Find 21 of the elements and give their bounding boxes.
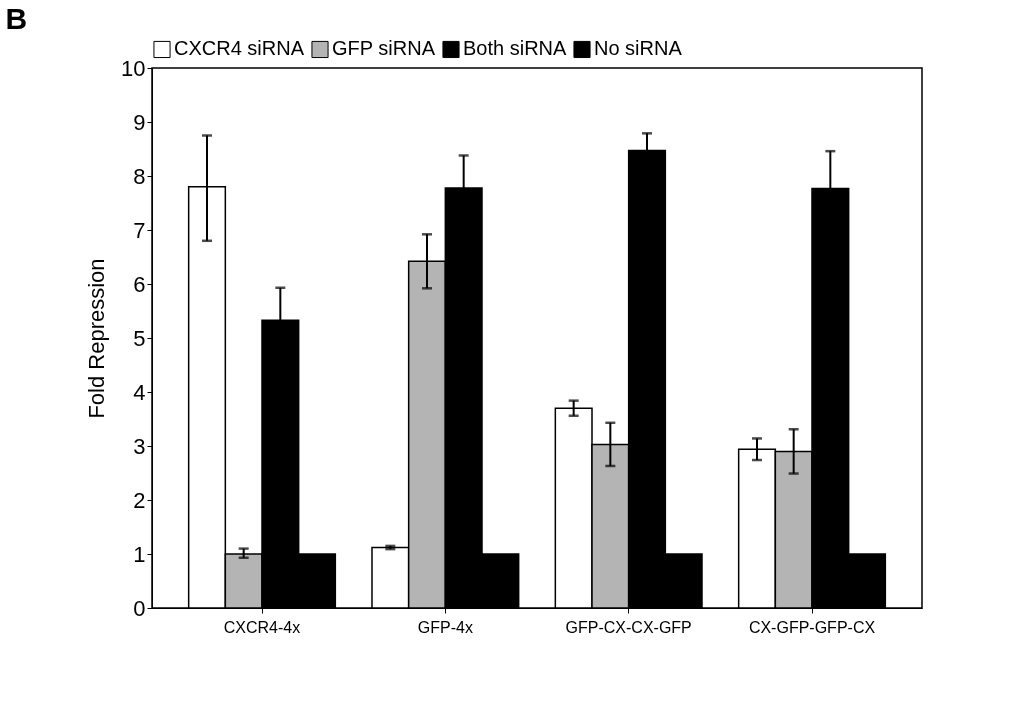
legend-label: Both siRNA [463,37,568,60]
legend-label: No siRNA [594,37,683,60]
x-tick-label: GFP-4x [417,618,473,636]
x-tick-label: CXCR4-4x [223,618,301,636]
y-tick-label: 10 [121,55,146,81]
x-tick-label: GFP-CX-CX-GFP [565,618,692,636]
y-tick-label: 3 [133,433,146,459]
y-tick-label: 8 [133,163,146,189]
legend-label: GFP siRNA [332,37,436,60]
y-tick-label: 7 [133,217,146,243]
y-tick-label: 4 [133,379,146,405]
y-axis-title: Fold Repression [84,258,110,419]
y-tick-label: 2 [133,487,146,513]
legend-label: CXCR4 siRNA [174,37,305,60]
chart-title: B [5,2,28,35]
y-tick-label: 6 [133,271,146,297]
y-tick-label: 1 [133,541,146,567]
y-tick-label: 9 [133,109,146,135]
y-tick-label: 5 [133,325,146,351]
y-tick-label: 0 [133,595,146,621]
x-tick-label: CX-GFP-GFP-CX [748,618,876,636]
